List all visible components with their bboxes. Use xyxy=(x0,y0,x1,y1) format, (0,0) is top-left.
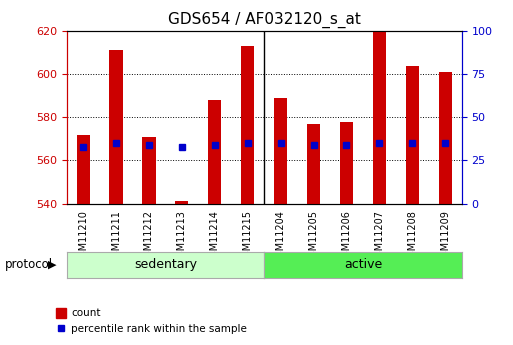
Bar xyxy=(274,98,287,204)
Bar xyxy=(340,121,353,204)
Text: protocol: protocol xyxy=(5,258,53,272)
Title: GDS654 / AF032120_s_at: GDS654 / AF032120_s_at xyxy=(168,12,361,28)
Text: active: active xyxy=(344,258,382,271)
Bar xyxy=(307,124,320,204)
Text: sedentary: sedentary xyxy=(134,258,197,271)
Bar xyxy=(208,100,222,204)
Bar xyxy=(76,135,90,204)
Bar xyxy=(175,201,188,204)
Bar xyxy=(373,31,386,204)
Legend: count, percentile rank within the sample: count, percentile rank within the sample xyxy=(51,304,251,338)
Bar xyxy=(439,72,452,204)
Bar xyxy=(143,137,155,204)
Bar xyxy=(241,46,254,204)
Bar xyxy=(406,66,419,204)
Text: ▶: ▶ xyxy=(48,260,57,270)
Bar xyxy=(109,50,123,204)
